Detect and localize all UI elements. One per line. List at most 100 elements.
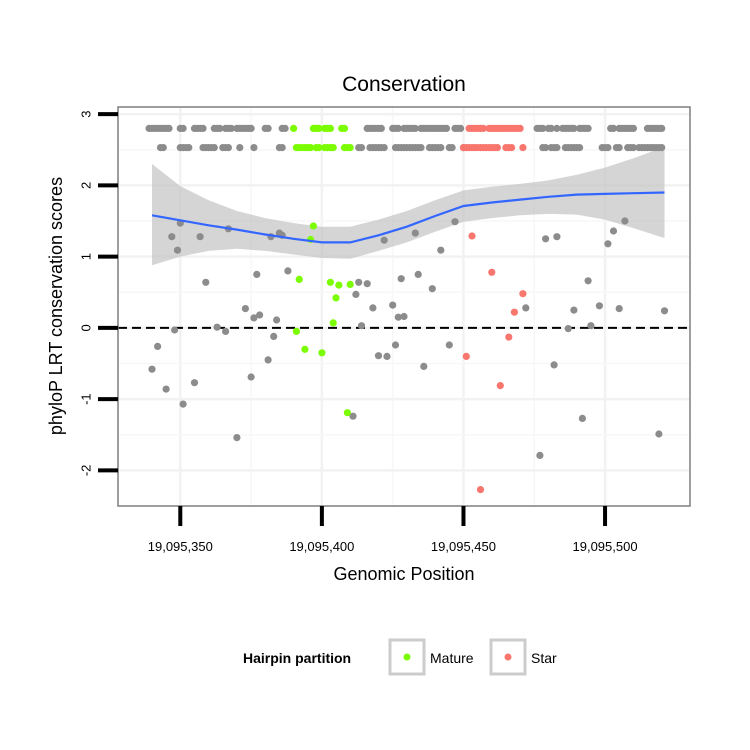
point-other xyxy=(199,124,207,132)
point-star xyxy=(468,232,476,240)
point-other xyxy=(247,124,255,132)
point-mature xyxy=(309,222,317,230)
x-tick-label: 19,095,350 xyxy=(148,539,213,554)
point-other xyxy=(522,304,530,312)
x-tick-label: 19,095,500 xyxy=(573,539,638,554)
point-star xyxy=(493,144,501,152)
point-other xyxy=(264,356,272,364)
point-other xyxy=(604,144,612,152)
point-other xyxy=(168,233,176,241)
point-other xyxy=(273,316,281,324)
point-other xyxy=(391,341,400,349)
point-other xyxy=(250,314,258,322)
point-other xyxy=(380,236,388,244)
point-other xyxy=(397,275,405,283)
y-axis-title: phyloP LRT conservation scores xyxy=(46,177,66,435)
point-other xyxy=(564,325,572,333)
point-other xyxy=(584,124,592,132)
point-other xyxy=(414,270,422,278)
chart-title: Conservation xyxy=(342,73,466,96)
point-other xyxy=(576,144,584,152)
y-tick-label: 2 xyxy=(79,182,94,189)
point-other xyxy=(162,385,170,393)
point-mature xyxy=(326,124,334,132)
point-other xyxy=(660,307,669,315)
y-axis: -2 -1 0 1 2 3 xyxy=(79,111,118,477)
point-mature xyxy=(315,124,323,132)
point-other xyxy=(355,278,363,286)
point-mature xyxy=(301,345,309,353)
x-axis-title: Genomic Position xyxy=(333,564,474,584)
point-star xyxy=(516,124,524,132)
point-other xyxy=(420,362,428,370)
point-other xyxy=(615,144,623,152)
point-mature xyxy=(329,319,337,327)
point-other xyxy=(165,124,173,132)
point-other xyxy=(587,322,595,330)
point-other xyxy=(222,327,230,335)
point-mature xyxy=(335,281,343,289)
point-mature xyxy=(290,124,298,132)
y-tick-label: -2 xyxy=(79,465,94,477)
point-star xyxy=(508,144,516,152)
point-other xyxy=(284,267,292,275)
point-other xyxy=(394,313,402,321)
point-star xyxy=(519,144,527,152)
point-other xyxy=(539,124,547,132)
point-other xyxy=(383,352,391,360)
point-other xyxy=(578,414,587,422)
y-tick-label: 3 xyxy=(79,111,94,118)
point-other xyxy=(185,144,193,152)
point-other xyxy=(202,278,210,286)
point-other xyxy=(609,124,618,132)
point-other xyxy=(374,352,383,360)
points-group xyxy=(145,124,669,494)
point-other xyxy=(417,144,425,152)
point-other xyxy=(550,361,558,369)
point-other xyxy=(445,341,453,349)
point-other xyxy=(389,301,397,309)
point-other xyxy=(442,124,451,132)
point-other xyxy=(411,124,419,132)
point-mature xyxy=(307,144,315,152)
legend: Hairpin partition Mature Star xyxy=(243,638,557,676)
point-star xyxy=(476,486,485,494)
point-star xyxy=(519,290,527,298)
point-other xyxy=(241,305,249,313)
plot-border xyxy=(117,106,691,507)
legend-label-star: Star xyxy=(531,650,557,666)
point-other xyxy=(542,235,550,243)
point-mature xyxy=(329,144,337,152)
y-tick-label: 0 xyxy=(79,324,94,331)
point-other xyxy=(448,144,456,152)
point-star xyxy=(479,124,487,132)
point-other xyxy=(247,373,255,381)
point-other xyxy=(210,144,218,152)
point-other xyxy=(196,233,204,241)
point-other xyxy=(233,434,241,442)
point-other xyxy=(190,379,199,387)
point-star xyxy=(496,382,504,390)
point-mature xyxy=(346,280,354,288)
point-other xyxy=(179,400,187,408)
y-tick-label: 1 xyxy=(79,253,94,260)
point-other xyxy=(457,124,465,132)
point-other xyxy=(159,144,167,152)
smooth-line-group xyxy=(151,191,665,244)
point-other xyxy=(570,306,578,314)
point-other xyxy=(428,285,436,293)
point-other xyxy=(553,144,561,152)
point-other xyxy=(377,124,385,132)
point-other xyxy=(655,430,663,438)
point-other xyxy=(148,365,156,373)
point-other xyxy=(629,144,638,152)
point-other xyxy=(227,124,235,132)
point-other xyxy=(394,124,402,132)
point-mature xyxy=(315,144,323,152)
point-other xyxy=(609,227,618,235)
point-other xyxy=(352,290,360,298)
point-other xyxy=(595,302,604,310)
point-other xyxy=(553,124,561,132)
point-other xyxy=(171,326,179,334)
point-other xyxy=(179,124,187,132)
